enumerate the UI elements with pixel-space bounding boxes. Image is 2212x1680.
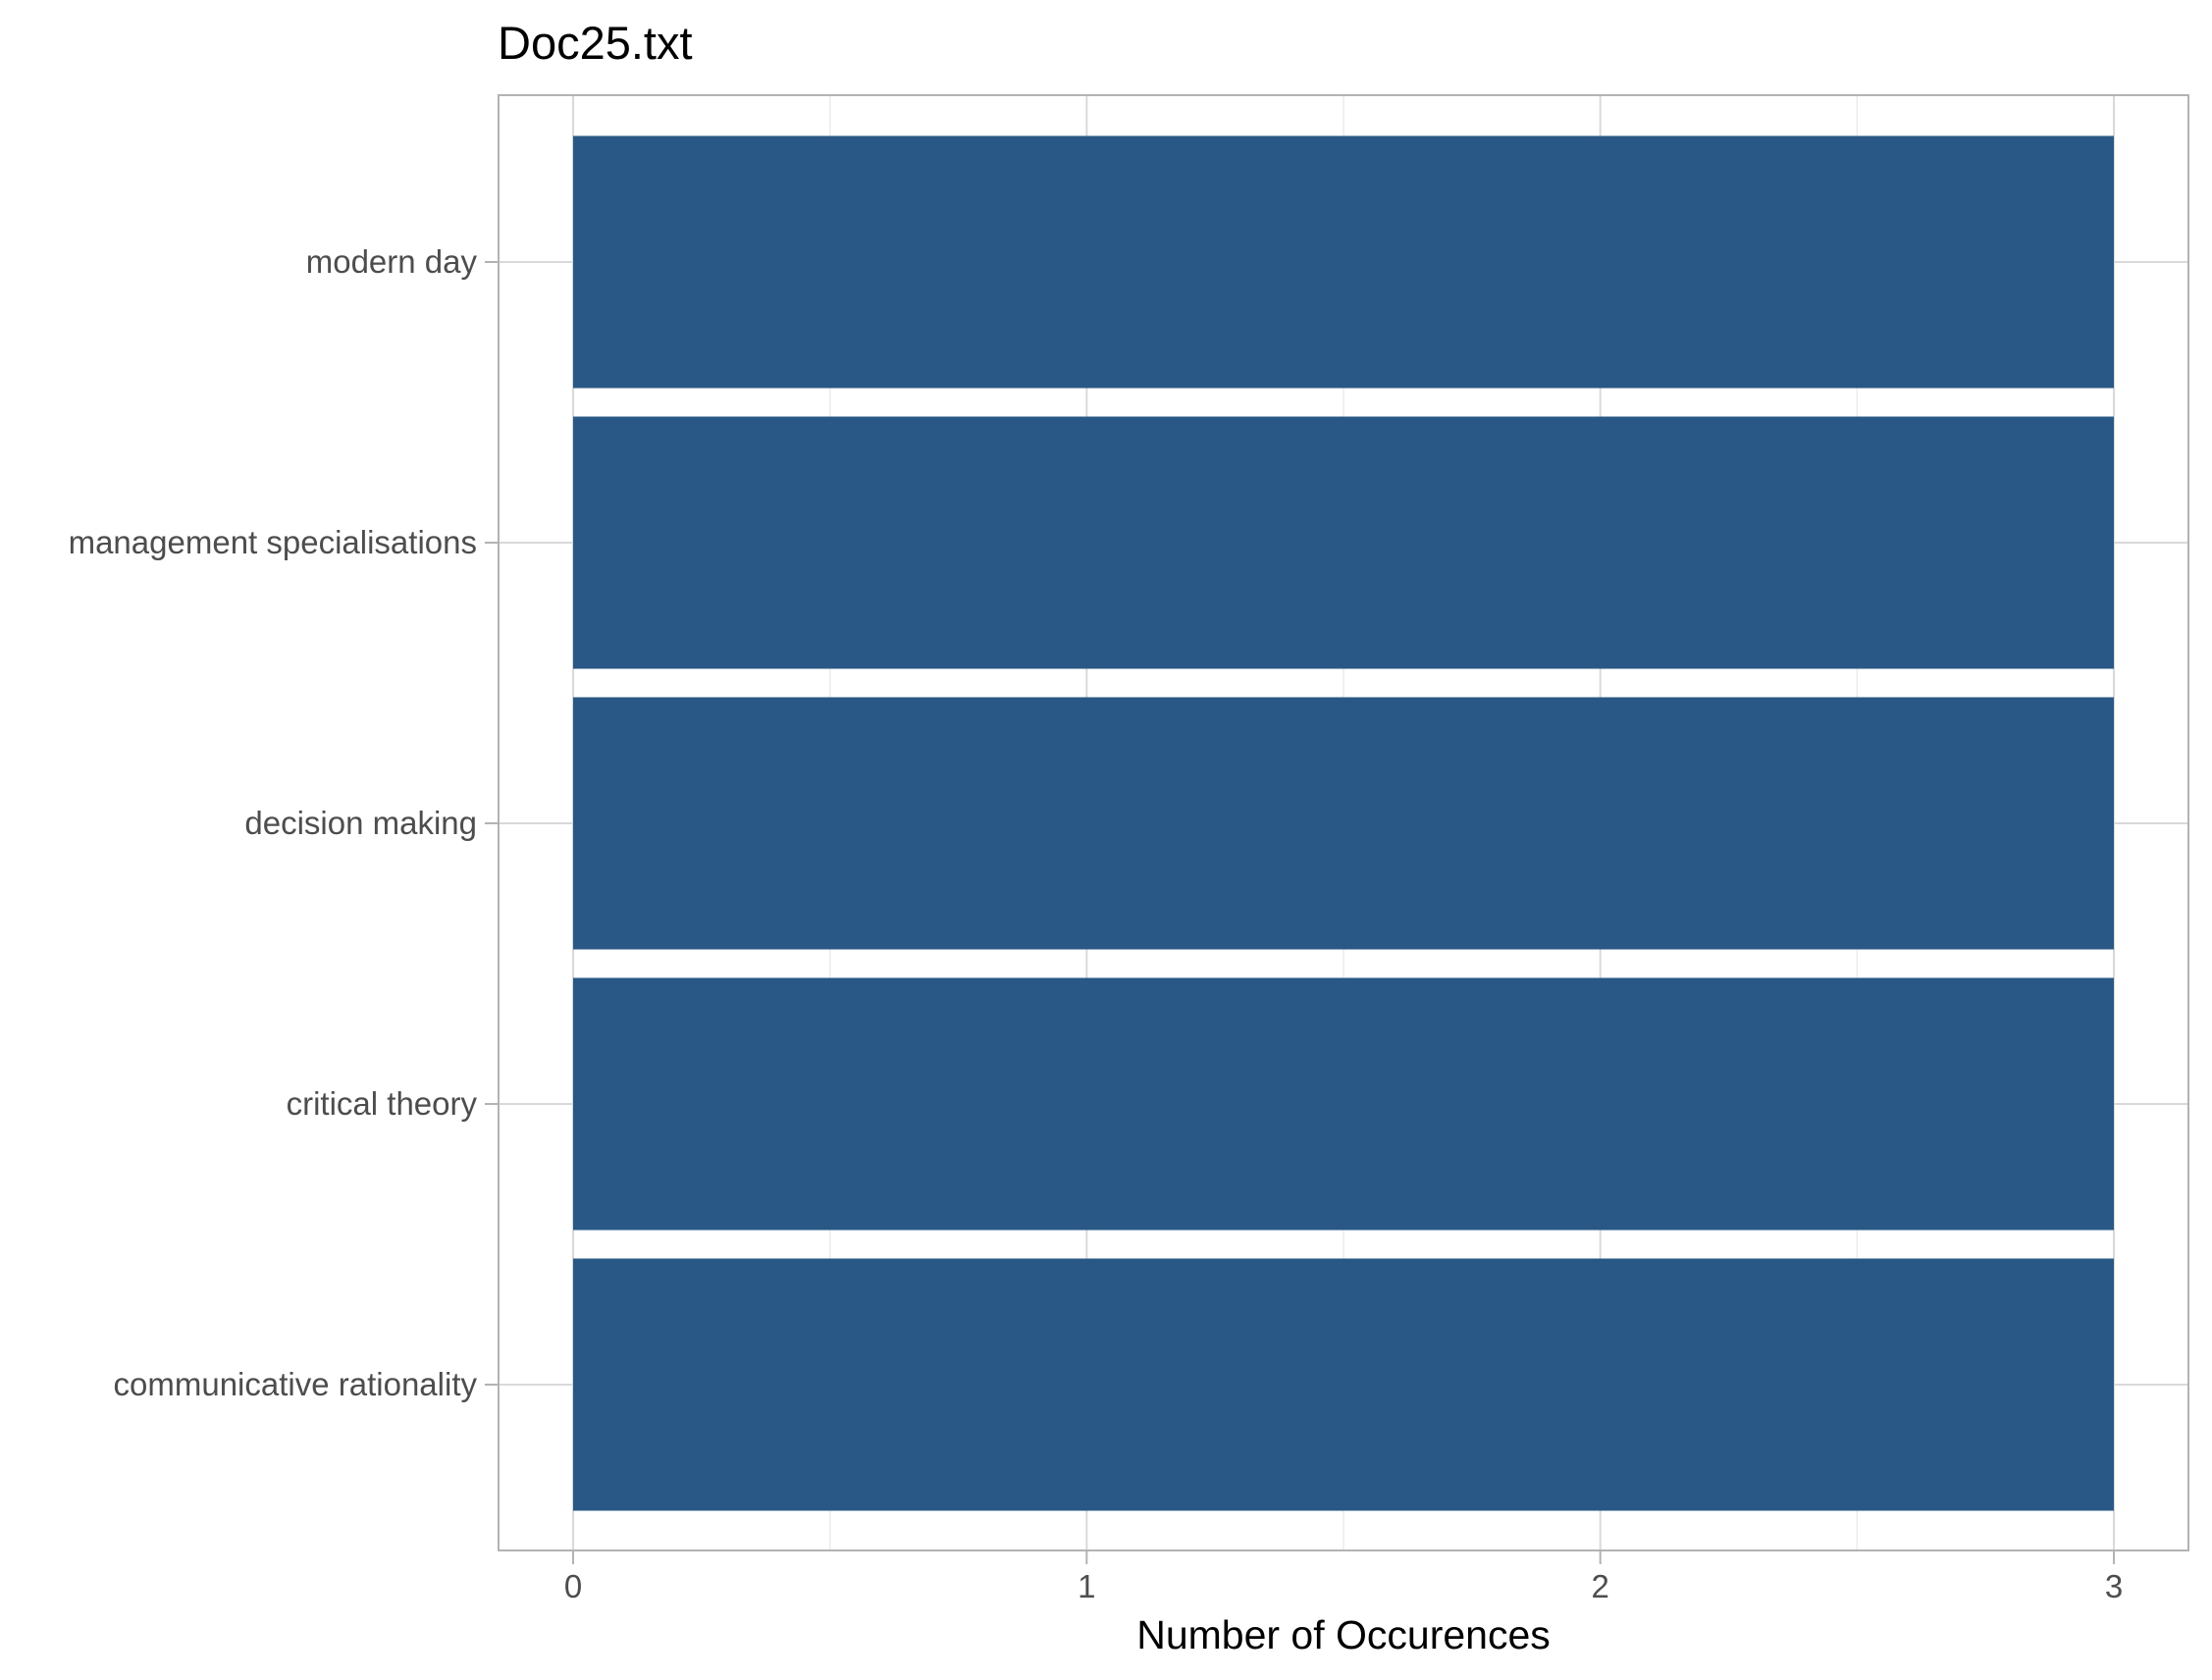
y-tick-label: management specialisations	[69, 524, 477, 560]
y-tick-label: decision making	[244, 805, 477, 841]
bar	[573, 977, 2114, 1231]
bar	[573, 697, 2114, 950]
y-tick-label: critical theory	[287, 1085, 478, 1122]
bar	[573, 416, 2114, 669]
y-axis: modern day management specialisations deci…	[69, 243, 499, 1402]
chart-title: Doc25.txt	[498, 17, 693, 69]
x-tick-label: 1	[1078, 1568, 1095, 1604]
x-axis-title: Number of Occurences	[1136, 1612, 1551, 1657]
bar	[573, 135, 2114, 389]
bar	[573, 1258, 2114, 1511]
x-tick-label: 0	[564, 1568, 582, 1604]
y-tick-label: modern day	[306, 243, 478, 280]
x-axis: 0 1 2 3	[564, 1550, 2123, 1604]
x-tick-label: 2	[1591, 1568, 1608, 1604]
bars	[573, 135, 2114, 1511]
x-tick-label: 3	[2105, 1568, 2123, 1604]
y-tick-label: communicative rationality	[114, 1366, 478, 1402]
